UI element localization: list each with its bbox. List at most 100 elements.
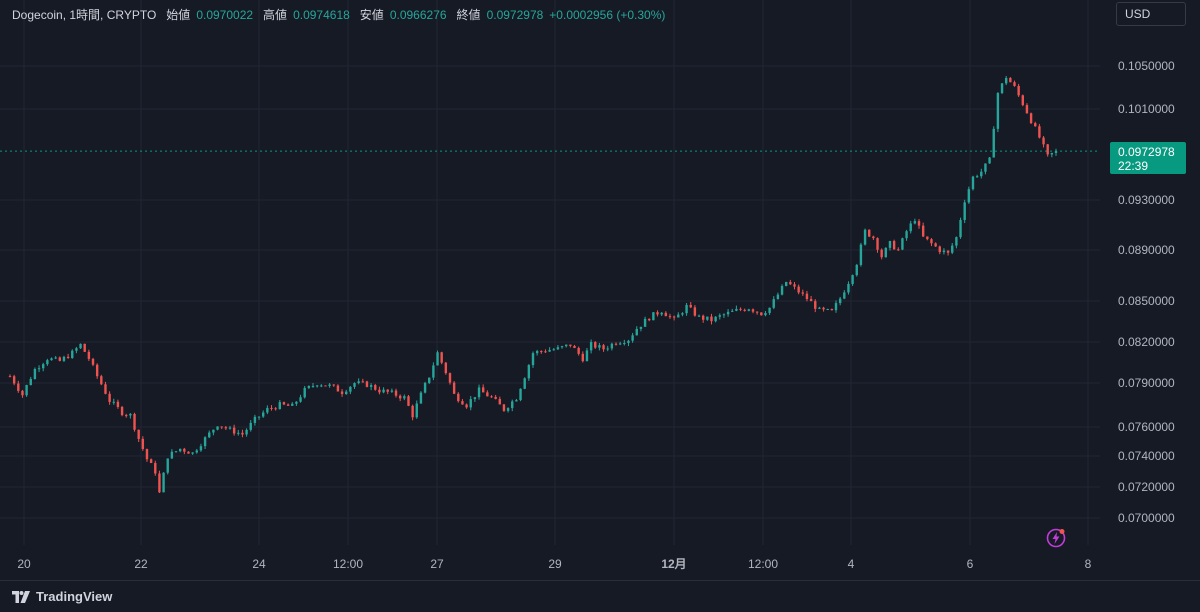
candle-body — [639, 326, 643, 329]
candle-body — [25, 385, 28, 396]
candle-body — [332, 384, 335, 386]
candle-body — [706, 316, 709, 320]
candle-body — [249, 422, 252, 430]
candle-body — [1025, 105, 1029, 114]
time-tick-label: 6 — [967, 557, 974, 571]
candle-body — [349, 386, 352, 392]
candle-body — [315, 385, 319, 387]
price-tick-label: 0.0850000 — [1118, 294, 1175, 308]
currency-button[interactable]: USD — [1116, 2, 1186, 26]
low-label: 安値 — [359, 8, 384, 22]
candle-body — [303, 387, 306, 398]
candle-body — [257, 416, 261, 418]
candle-body — [614, 343, 618, 345]
candle-body — [814, 301, 817, 309]
candle-body — [220, 426, 223, 428]
candle-body — [585, 350, 589, 362]
candle-body — [1000, 83, 1004, 94]
candle-body — [141, 438, 145, 449]
candle-body — [743, 309, 746, 311]
candle-body — [398, 395, 402, 399]
candle-body — [598, 345, 601, 348]
candle-body — [797, 286, 800, 293]
candle-body — [577, 348, 580, 354]
candle-body — [87, 351, 91, 359]
candle-body — [174, 451, 178, 453]
candle-body — [876, 238, 879, 250]
time-axis[interactable]: 20 22 24 12:00 27 29 12月 12:00 4 6 8 — [17, 557, 1091, 571]
symbol-title[interactable]: Dogecoin, 1時間, CRYPTO — [12, 8, 157, 22]
candle-body — [12, 376, 16, 384]
price-tick-label: 0.1010000 — [1118, 102, 1175, 116]
candle-body — [523, 378, 526, 389]
brand-name[interactable]: TradingView — [36, 589, 113, 604]
candle-body — [374, 385, 377, 390]
candle-body — [62, 356, 66, 361]
candle-body — [793, 284, 796, 287]
candle-body — [631, 335, 634, 341]
candle-body — [921, 225, 925, 237]
candle-body — [610, 343, 614, 349]
candle-body — [988, 157, 991, 164]
candle-body — [892, 241, 896, 250]
candle-body — [369, 385, 373, 387]
candle-body — [951, 245, 954, 253]
candle-body — [345, 391, 348, 394]
candle-body — [37, 368, 41, 370]
candle-body — [270, 407, 273, 409]
candle-body — [573, 345, 576, 349]
candle-body — [112, 401, 115, 403]
candle-body — [565, 344, 568, 347]
candle-body — [95, 364, 99, 377]
time-tick-label: 12月 — [661, 557, 686, 571]
candle-body — [764, 312, 767, 316]
candle-body — [830, 309, 834, 311]
candle-body — [494, 396, 497, 399]
candle-body — [859, 244, 863, 265]
candle-body — [245, 429, 248, 435]
last-price-value: 0.0972978 — [1118, 145, 1175, 159]
candle-body — [535, 351, 539, 354]
price-axis[interactable]: 0.1050000 0.1010000 0.0930000 0.0890000 0.08… — [1118, 59, 1175, 525]
candle-body — [502, 404, 506, 411]
candle-body — [154, 462, 157, 474]
candle-body — [457, 393, 460, 402]
candlestick-chart[interactable]: 0.1050000 0.1010000 0.0930000 0.0890000 0.08… — [0, 0, 1200, 580]
candle-body — [21, 390, 24, 396]
candle-body — [452, 382, 456, 394]
candle-body — [428, 377, 431, 383]
candle-body — [382, 389, 385, 393]
candle-body — [689, 304, 692, 308]
candle-body — [50, 358, 53, 361]
candle-body — [980, 171, 983, 177]
candle-body — [515, 400, 518, 402]
candle-body — [967, 189, 971, 203]
price-tick-label: 0.1050000 — [1118, 59, 1175, 73]
tradingview-logo-icon[interactable] — [12, 590, 30, 603]
candle-body — [714, 316, 717, 322]
candle-body — [511, 401, 514, 409]
candle-body — [166, 458, 169, 473]
candle-body — [618, 343, 622, 345]
candle-body — [938, 246, 941, 253]
candle-body — [934, 243, 937, 247]
candle-body — [784, 281, 788, 286]
candle-body — [1046, 144, 1049, 155]
candle-body — [75, 348, 78, 351]
candle-body — [909, 223, 912, 232]
candle-body — [162, 472, 165, 493]
candle-body — [324, 385, 327, 387]
lightning-icon[interactable] — [1046, 528, 1066, 548]
candle-body — [1034, 123, 1037, 127]
candle-body — [872, 236, 875, 239]
candle-body — [826, 309, 829, 311]
candle-body — [340, 391, 344, 394]
price-tick-label: 0.0790000 — [1118, 376, 1175, 390]
candle-body — [407, 396, 410, 406]
candle-body — [469, 399, 472, 408]
candle-body — [635, 328, 638, 336]
candle-body — [930, 239, 933, 244]
candle-body — [751, 309, 755, 312]
candle-body — [145, 448, 149, 460]
candle-body — [527, 365, 531, 379]
